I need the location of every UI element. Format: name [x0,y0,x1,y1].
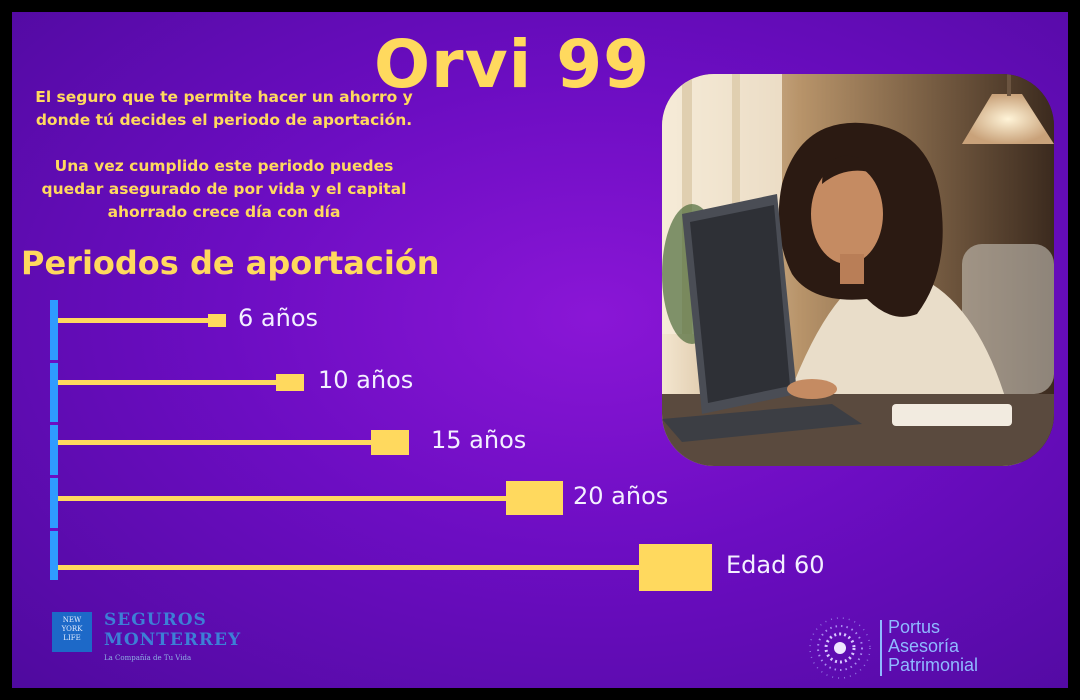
chart-title: Periodos de aportación [21,244,440,282]
portus-logo-text: Portus Asesoría Patrimonial [888,618,978,675]
photo-illustration [662,74,1054,466]
intro-paragraph-1: El seguro que te permite hacer un ahorro… [24,86,424,132]
intro-line: ahorrado crece día con día [107,203,341,221]
logo-divider [880,620,882,676]
bar-line [58,440,371,445]
axis-tick [50,360,58,363]
infographic-canvas: Orvi 99 El seguro que te permite hacer u… [12,12,1068,688]
new-york-life-badge: NEW YORK LIFE [52,612,92,652]
intro-paragraph-2: Una vez cumplido este periodo puedes que… [24,155,424,224]
bar-end-marker [639,543,712,591]
intro-line: Una vez cumplido este periodo puedes [54,157,394,175]
bar-line [58,318,208,323]
chart-axis [50,300,58,580]
bar-end-marker [208,313,226,327]
bar-line [58,565,639,570]
bar-label: 20 años [573,482,669,510]
bar-line [58,380,276,385]
axis-tick [50,528,58,531]
intro-line: donde tú decides el periodo de aportació… [35,111,413,129]
axis-tick [50,475,58,478]
intro-text: El seguro que te permite hacer un ahorro… [24,86,424,247]
bar-label: 10 años [318,366,414,394]
bar-line [58,496,506,501]
starburst-icon [809,617,871,679]
bar-label: Edad 60 [726,551,825,579]
bar-end-marker [371,429,409,455]
woman-at-laptop-photo [662,74,1054,466]
logo-text: Asesoría [888,636,960,656]
bar-end-marker [506,481,563,515]
bar-label: 15 años [431,426,527,454]
logo-text: MONTERREY [104,630,242,650]
logo-text: Patrimonial [888,655,979,675]
logo-text: SEGUROS [104,610,207,630]
intro-line: quedar asegurado de por vida y el capita… [41,180,407,198]
page-title: Orvi 99 [373,26,651,103]
intro-line: El seguro que te permite hacer un ahorro… [35,88,413,106]
bar-label: 6 años [238,304,319,332]
logo-tagline: La Compañía de Tu Vida [104,654,192,662]
axis-tick [50,422,58,425]
logo-text: Portus [888,617,941,637]
bar-end-marker [276,373,304,391]
